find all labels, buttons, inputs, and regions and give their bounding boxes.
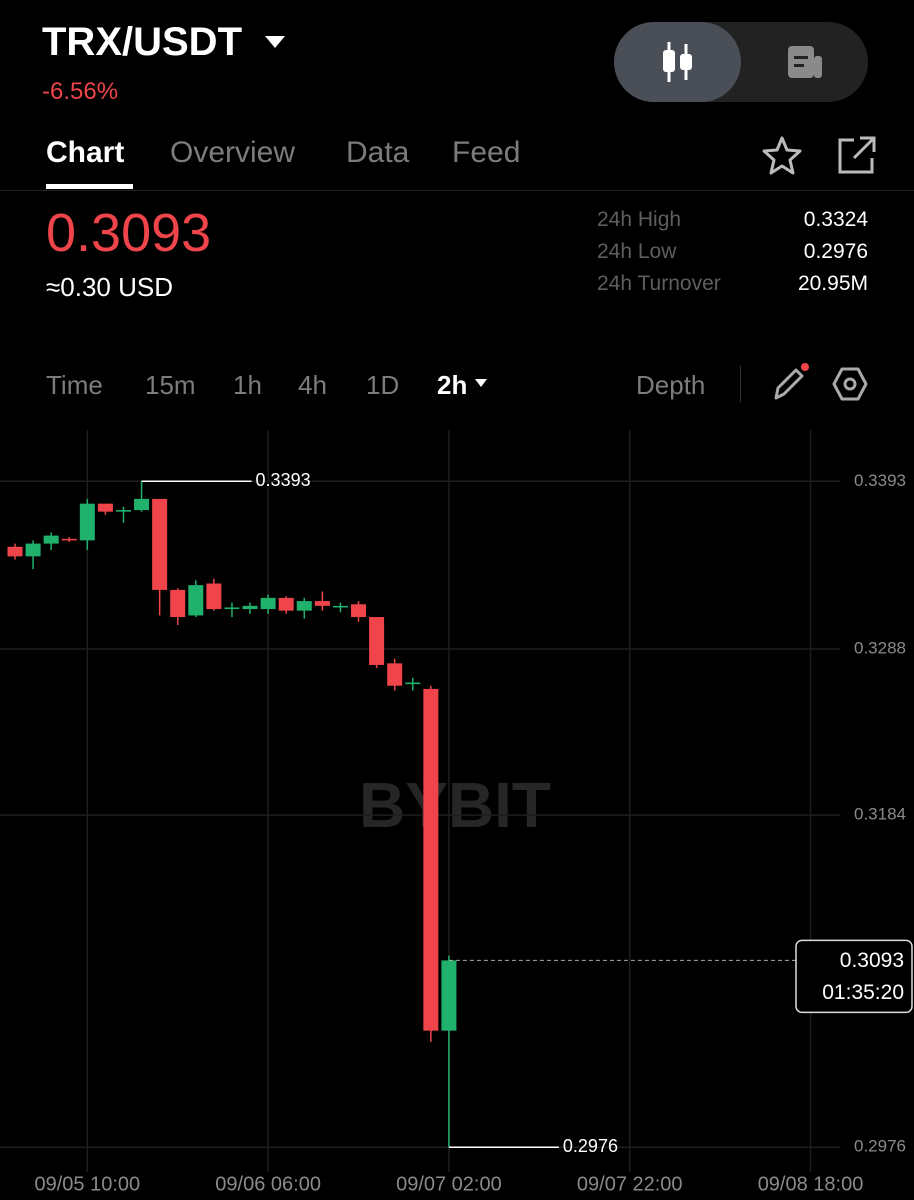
candle-body [25,543,41,557]
candle-body [79,503,95,541]
candle-body [97,503,113,512]
candle-body [387,663,403,686]
candle-body [332,605,348,608]
candle-body [152,498,168,590]
candle-body [43,535,59,544]
favorite-button[interactable] [760,134,804,178]
candle-body [115,510,131,512]
pair-caret[interactable] [264,34,286,50]
share-button[interactable] [834,134,878,178]
candle-body [134,498,150,511]
interval[interactable]: 4h [298,370,327,400]
interval[interactable]: 1D [366,370,400,400]
last-price: 0.3093 [46,203,212,263]
pair-title[interactable]: TRX/USDT [42,20,242,64]
candle-body [369,617,385,665]
x-tick-label: 09/07 22:00 [577,1173,683,1195]
tab-underline [46,184,133,189]
tab[interactable]: Chart [46,136,125,169]
min-label: 0.2976 [563,1136,618,1156]
news-view-button[interactable] [741,22,868,102]
interval[interactable]: 15m [145,370,196,400]
stat-label: 24h High [597,208,682,231]
x-tick-label: 09/07 02:00 [396,1173,502,1195]
y-tick-label: 0.3393 [854,471,906,490]
candle-body [188,585,204,616]
stat-value: 20.95M [797,272,868,295]
candle-body [170,589,186,618]
candle-view-button[interactable] [614,22,741,102]
settings-button[interactable] [830,364,870,404]
stat-label: 24h Low [597,240,677,263]
candle-body [61,538,77,541]
candle-body [224,607,240,610]
y-tick-label: 0.3184 [854,805,906,824]
active-interval[interactable]: 2h [437,370,468,400]
view-toggle [614,22,868,102]
candle-body [242,605,258,610]
separator [740,366,741,402]
countdown: 01:35:20 [822,981,904,1004]
tab[interactable]: Feed [452,136,521,169]
candle-body [423,688,439,1031]
candle-body [314,601,330,606]
change: -6.56% [42,78,119,105]
candle-body [405,682,421,685]
x-tick-label: 09/05 10:00 [34,1173,140,1195]
max-label: 0.3393 [256,470,311,490]
x-tick-label: 09/08 18:00 [758,1173,864,1195]
stat-value: 0.3324 [803,208,868,231]
tab[interactable]: Overview [170,136,296,169]
stat-value: 0.2976 [803,240,868,263]
depth-button[interactable]: Depth [636,370,706,400]
interval[interactable]: 1h [233,370,262,400]
draw-tool-button[interactable] [768,360,812,404]
last-price-tag: 0.3093 [840,949,904,972]
candle-body [441,960,457,1031]
candle-body [296,601,312,611]
candle-body [351,604,367,618]
usd-price: ≈0.30 USD [46,272,173,302]
stat-label: 24h Turnover [597,272,721,295]
x-tick-label: 09/06 06:00 [215,1173,321,1195]
y-tick-label: 0.3288 [854,638,906,657]
candle-body [278,597,294,611]
watermark: BYBIT [359,769,551,841]
interval-caret[interactable] [475,378,487,388]
interval[interactable]: Time [46,370,103,400]
tab[interactable]: Data [346,136,410,169]
candle-body [206,583,222,610]
divider [0,190,914,191]
candle-body [7,546,23,557]
candle-body [260,597,276,610]
chart: BYBIT 0.2976 0.3184 0.3288 0.3393 09/05 10:00… [0,430,913,1195]
last-price-box [795,939,913,1014]
y-tick-label: 0.2976 [854,1137,906,1156]
